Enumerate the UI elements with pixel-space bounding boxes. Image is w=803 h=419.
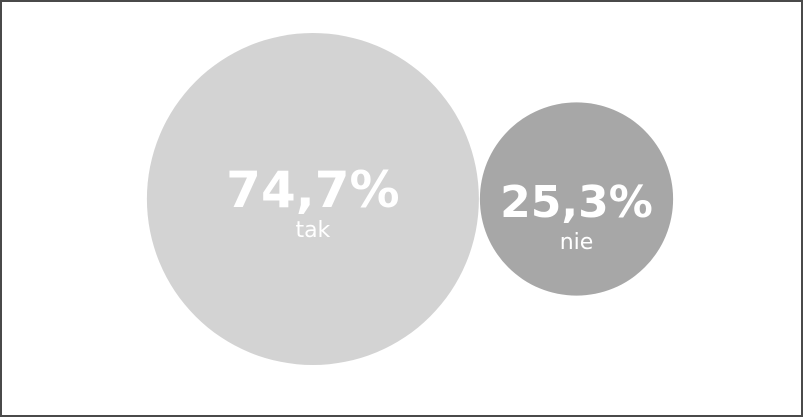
category-label-nie: nie [560, 230, 594, 255]
bubble-nie [479, 102, 674, 296]
value-label-nie: 25,3% [500, 177, 653, 228]
category-label-tak: tak [295, 218, 330, 243]
bubble-tak [146, 33, 479, 365]
value-label-tak: 74,7% [226, 161, 399, 219]
